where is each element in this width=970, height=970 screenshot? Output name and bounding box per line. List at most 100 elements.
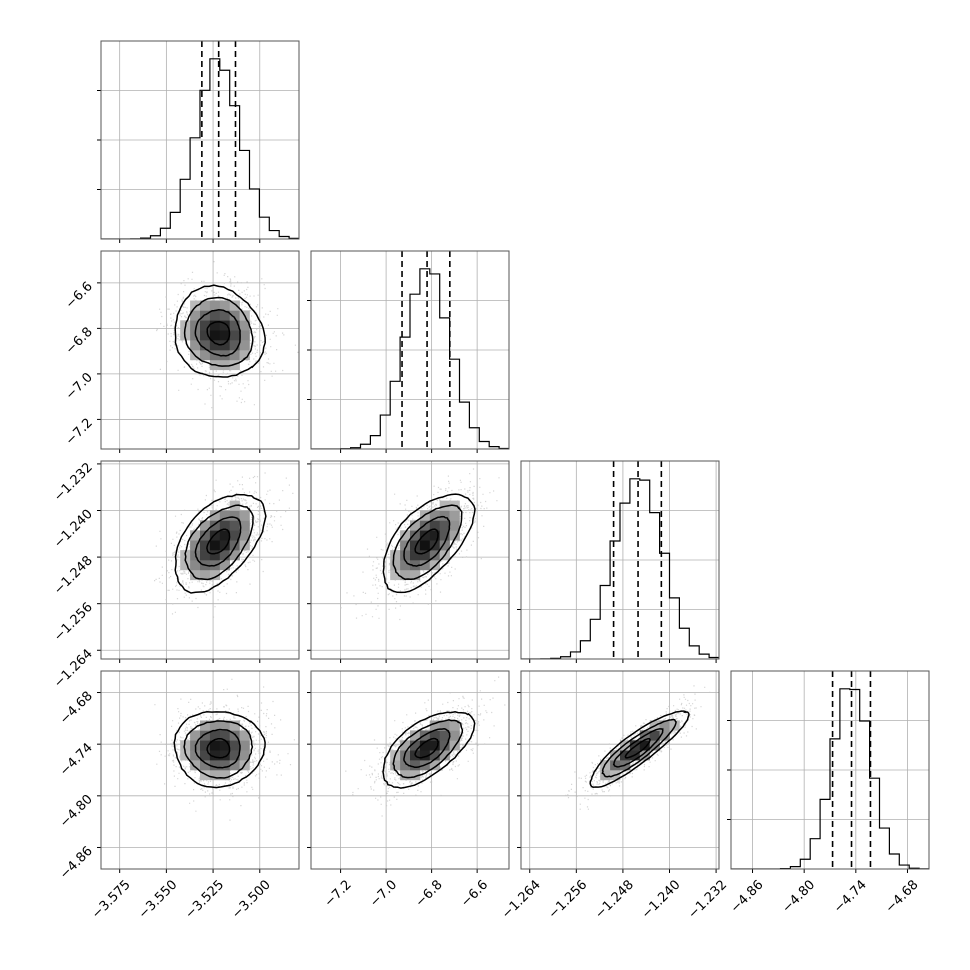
density-cell [229,359,240,371]
density-cell [219,359,230,371]
density-cell [200,750,211,761]
density-cell [190,760,201,771]
contour-line [414,528,439,555]
density-cell [190,340,201,351]
density-cell [239,320,250,331]
density-cell [219,520,230,531]
density-cell [400,540,411,551]
density-cell [239,520,250,531]
panel-frame [310,460,510,660]
density-cell [219,760,230,771]
y-tick-label-3: −4.86 [57,844,96,883]
panel-content [101,461,299,659]
density-cell [209,520,221,531]
panel-frame [100,40,300,240]
density-cell [449,730,460,741]
density-cell [419,540,431,551]
density-cell [439,740,450,751]
density-cell [229,540,240,551]
histogram-line [731,688,929,869]
density-cell [400,760,411,771]
density-cell [429,520,440,531]
panel-3-3 [727,670,930,873]
density-cell [449,720,460,731]
x-tick-label-3: −4.80 [779,877,818,916]
density-cell [390,560,401,571]
contour-line [612,727,664,768]
density-cell [229,510,240,521]
density-cell [439,730,450,741]
density-cell [239,510,250,521]
density-cell [229,520,240,531]
density-cell [209,330,221,341]
density-cell [190,530,201,541]
density-cell [229,530,240,541]
density-cell [410,540,421,551]
panel-content [731,671,929,869]
density-cell [229,750,240,761]
density-cell [429,760,440,771]
density-cell [200,770,211,781]
panel-frame [100,670,300,870]
density-cell [410,569,421,581]
density-cell [209,760,221,771]
density-cell [180,560,191,571]
contour-line [183,720,254,779]
density-cell [390,569,401,581]
density-cell [209,569,221,581]
density-cell [200,520,211,531]
density-cell [410,730,421,741]
density-cell [410,550,421,561]
histogram-line [101,58,299,239]
density-cell [639,740,650,751]
panel-2-2 [517,460,720,663]
density-cell [229,310,240,321]
density-cell [209,320,221,331]
density-cell [219,750,230,761]
density-cell [410,740,421,751]
density-cell [200,300,211,311]
density-cell [400,560,411,571]
density-cell [190,310,201,321]
density-cell [209,740,221,751]
density-cell [209,300,221,311]
density-cell [439,530,450,541]
panel-3-2 [517,670,720,873]
panel-3-1 [307,670,510,873]
density-cell [200,320,211,331]
density-cell [419,550,431,561]
density-cell [429,730,440,741]
panel-frame [100,250,300,450]
density-cell [400,770,411,781]
x-tick-label-3: −4.68 [883,877,922,916]
contour-line [414,737,439,759]
density-cell [229,550,240,561]
density-cell [209,720,221,731]
density-cell [239,530,250,541]
density-cell [209,550,221,561]
density-cell [190,540,201,551]
contour-line [382,493,476,594]
density-cell [219,770,230,781]
contour-line [206,737,231,759]
contour-line [206,528,231,555]
y-tick-label-2: −1.232 [51,460,96,505]
density-cell [209,770,221,781]
contour-line [403,515,451,567]
panel-content [521,461,719,659]
density-cell [219,320,230,331]
density-cell [219,510,230,521]
density-cell [239,350,250,361]
x-tick-label-3: −4.74 [831,877,870,916]
contour-line [194,516,242,567]
x-tick-label-0: −3.575 [89,877,134,922]
y-tick-label-3: −4.74 [57,740,96,779]
panel-frame [520,460,720,660]
x-tick-label-1: −7.0 [367,877,400,910]
panel-frame [730,670,930,870]
density-cell [429,750,440,761]
density-cell [200,760,211,771]
density-cell [639,750,650,761]
y-tick-label-1: −7.0 [63,370,96,403]
